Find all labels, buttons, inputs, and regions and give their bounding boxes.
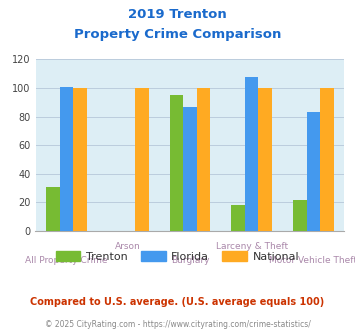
Bar <box>135 88 148 231</box>
Bar <box>307 112 320 231</box>
Text: Burglary: Burglary <box>171 256 209 265</box>
Text: Larceny & Theft: Larceny & Theft <box>215 242 288 251</box>
Text: All Property Crime: All Property Crime <box>25 256 108 265</box>
Text: Compared to U.S. average. (U.S. average equals 100): Compared to U.S. average. (U.S. average … <box>31 297 324 307</box>
Text: © 2025 CityRating.com - https://www.cityrating.com/crime-statistics/: © 2025 CityRating.com - https://www.city… <box>45 320 310 329</box>
Bar <box>73 88 87 231</box>
Bar <box>293 200 307 231</box>
Text: Property Crime Comparison: Property Crime Comparison <box>74 28 281 41</box>
Bar <box>46 187 60 231</box>
Text: Arson: Arson <box>115 242 141 251</box>
Bar <box>320 88 334 231</box>
Bar <box>245 77 258 231</box>
Legend: Trenton, Florida, National: Trenton, Florida, National <box>51 247 304 267</box>
Text: Motor Vehicle Theft: Motor Vehicle Theft <box>269 256 355 265</box>
Bar <box>170 95 183 231</box>
Bar <box>258 88 272 231</box>
Bar <box>197 88 210 231</box>
Bar <box>231 205 245 231</box>
Bar <box>60 86 73 231</box>
Bar <box>183 107 197 231</box>
Text: 2019 Trenton: 2019 Trenton <box>128 8 227 21</box>
